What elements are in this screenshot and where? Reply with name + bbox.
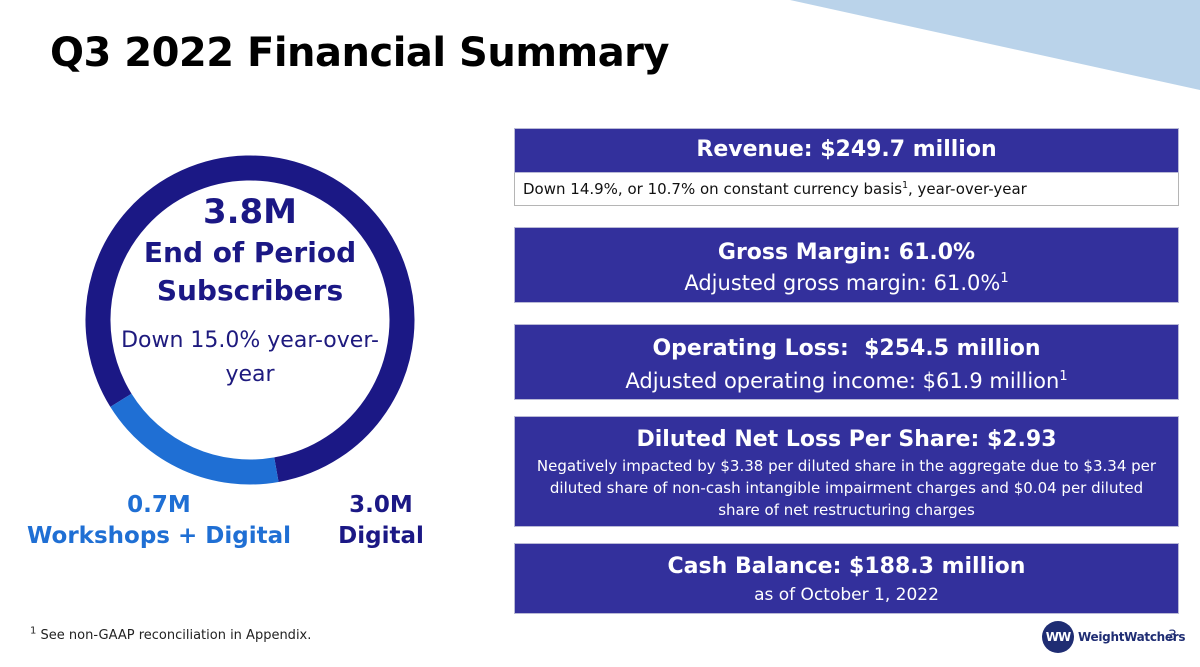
operating-footnote-ref: 1 xyxy=(1059,369,1068,384)
gross-margin-footnote-ref: 1 xyxy=(1000,271,1009,286)
cash-balance-date: as of October 1, 2022 xyxy=(754,585,939,605)
segment-value-digital: 3.0M xyxy=(349,492,413,518)
segment-label-workshops: 0.7M Workshops + Digital xyxy=(24,490,294,552)
cash-balance-heading: Cash Balance: $188.3 million xyxy=(667,554,1026,579)
revenue-card: Revenue: $249.7 million xyxy=(514,128,1179,173)
footnote-text: See non-GAAP reconciliation in Appendix. xyxy=(40,628,312,643)
subscriber-total: 3.8M xyxy=(202,192,298,232)
gross-margin-card: Gross Margin: 61.0% Adjusted gross margi… xyxy=(514,227,1179,303)
revenue-note-footnote-ref: 1 xyxy=(902,180,908,191)
weightwatchers-logo-icon: WW xyxy=(1042,621,1074,653)
revenue-note: Down 14.9%, or 10.7% on constant currenc… xyxy=(514,173,1179,206)
gross-margin-adjusted: Adjusted gross margin: 61.0%1 xyxy=(684,271,1009,295)
net-loss-heading: Diluted Net Loss Per Share: $2.93 xyxy=(636,427,1057,452)
net-loss-description: Negatively impacted by $3.38 per diluted… xyxy=(536,457,1157,519)
page-title: Q3 2022 Financial Summary xyxy=(50,30,669,76)
subscribers-donut-chart xyxy=(85,155,415,485)
subscriber-label: End of Period Subscribers xyxy=(143,236,357,307)
footnote-marker: 1 xyxy=(30,625,37,637)
revenue-note-suffix: , year-over-year xyxy=(907,180,1027,198)
subscriber-change: Down 15.0% year-over-year xyxy=(121,328,379,387)
segment-name-digital: Digital xyxy=(338,523,424,549)
segment-name-workshops: Workshops + Digital xyxy=(26,523,292,549)
donut-center: 3.8M End of Period Subscribers Down 15.0… xyxy=(100,192,400,392)
cash-balance-card: Cash Balance: $188.3 million as of Octob… xyxy=(514,543,1179,614)
operating-income-adjusted: Adjusted operating income: $61.9 million… xyxy=(625,369,1068,393)
operating-loss-card: Operating Loss: $254.5 million Adjusted … xyxy=(514,324,1179,400)
segment-value-workshops: 0.7M xyxy=(127,492,191,518)
gross-margin-heading: Gross Margin: 61.0% xyxy=(717,240,976,265)
donut-segment-digital xyxy=(85,155,415,482)
page-number: 3 xyxy=(1168,628,1177,644)
footnote: 1 See non-GAAP reconciliation in Appendi… xyxy=(30,625,312,643)
segment-label-digital: 3.0M Digital xyxy=(316,490,446,552)
revenue-note-text: Down 14.9%, or 10.7% on constant currenc… xyxy=(523,180,903,198)
net-loss-per-share-card: Diluted Net Loss Per Share: $2.93 Negati… xyxy=(514,416,1179,527)
decorative-corner-shape xyxy=(790,0,1200,90)
brand-name: WeightWatchers xyxy=(1078,630,1186,644)
operating-loss-heading: Operating Loss: $254.5 million xyxy=(652,336,1041,361)
revenue-heading: Revenue: $249.7 million xyxy=(696,137,997,162)
donut-segment-workshops xyxy=(110,393,279,485)
